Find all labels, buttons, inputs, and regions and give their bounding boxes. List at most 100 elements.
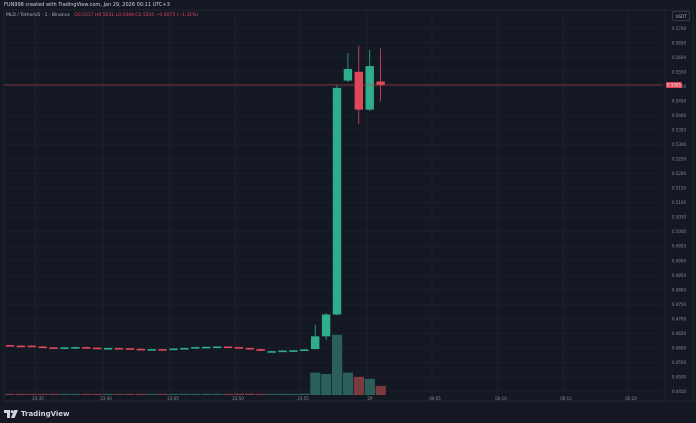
volume-bar bbox=[92, 393, 103, 395]
volume-bar bbox=[321, 374, 332, 395]
last-price-line: 0.5505 bbox=[4, 81, 682, 88]
candle-body bbox=[212, 346, 222, 349]
price-axis: 0.57000.56500.56000.55500.55000.54500.54… bbox=[672, 26, 686, 394]
price-tick-label: 0.4550 bbox=[672, 360, 686, 365]
currency-badge[interactable]: USDT bbox=[672, 11, 690, 21]
volume-bar bbox=[146, 393, 157, 395]
price-tick-label: 0.5000 bbox=[672, 229, 686, 234]
volume-bar bbox=[37, 393, 48, 395]
volume-bar bbox=[201, 393, 212, 395]
time-tick-label: 23:55 bbox=[297, 396, 309, 401]
candle-body bbox=[332, 87, 342, 315]
tradingview-logo[interactable]: TradingView bbox=[4, 408, 70, 420]
volume-bar bbox=[103, 393, 114, 395]
price-tick-label: 0.5700 bbox=[672, 26, 686, 31]
price-tick-label: 0.4950 bbox=[672, 244, 686, 249]
volume-bar bbox=[244, 393, 255, 395]
volume-bar bbox=[168, 393, 179, 395]
time-tick-label: 00:05 bbox=[429, 396, 441, 401]
candle-body bbox=[234, 347, 244, 349]
time-tick-label: 29 bbox=[367, 396, 373, 401]
volume-bar bbox=[124, 393, 136, 395]
volume-bar bbox=[255, 393, 266, 395]
volume-bar bbox=[223, 393, 234, 395]
price-tick-label: 0.5350 bbox=[672, 127, 686, 132]
price-tick-label: 0.4650 bbox=[672, 331, 686, 336]
volume-bar bbox=[288, 393, 299, 395]
candle-body bbox=[191, 347, 200, 349]
price-tick-label: 0.4850 bbox=[672, 273, 686, 278]
price-tick-label: 0.4900 bbox=[672, 258, 686, 263]
ohlc-values: O0.5517 H0.5631 L0.5448 C0.5504 −0.0073 … bbox=[74, 13, 199, 18]
volume-bar bbox=[233, 393, 245, 395]
tradingview-logo-text: TradingView bbox=[21, 410, 70, 418]
time-tick-label: 23:45 bbox=[167, 396, 179, 401]
volume-bar bbox=[332, 334, 343, 395]
candle-body bbox=[169, 348, 178, 351]
volume-bar bbox=[135, 393, 146, 395]
price-tick-label: 0.5650 bbox=[672, 40, 686, 45]
price-tick-label: 0.5300 bbox=[672, 142, 686, 147]
volume-bar bbox=[375, 385, 386, 395]
chart-attribution: FUN998 created with TradingView.com, Jan… bbox=[4, 2, 170, 8]
price-tick-label: 0.4500 bbox=[672, 375, 686, 380]
candle-body bbox=[223, 346, 233, 349]
candle-body bbox=[38, 346, 47, 349]
volume-bar bbox=[212, 393, 223, 395]
volume-bar bbox=[5, 393, 16, 395]
candle-body bbox=[180, 347, 189, 350]
candle-body bbox=[114, 347, 124, 350]
price-tick-label: 0.5050 bbox=[672, 215, 686, 220]
volume-bar bbox=[277, 393, 288, 395]
candle-body bbox=[289, 350, 298, 352]
volume-bar bbox=[157, 393, 168, 395]
candle-body bbox=[245, 347, 254, 350]
price-tick-label: 0.4450 bbox=[672, 389, 686, 394]
candle-body bbox=[60, 347, 69, 349]
last-price-badge bbox=[666, 81, 682, 88]
volume-bar bbox=[15, 393, 27, 395]
volume-bar bbox=[70, 393, 81, 395]
volume-bar bbox=[364, 378, 375, 395]
candle-body bbox=[267, 351, 276, 353]
candle-body bbox=[16, 345, 26, 348]
price-tick-label: 0.5600 bbox=[672, 55, 686, 60]
price-tick-label: 0.5250 bbox=[672, 157, 686, 162]
time-tick-label: 23:35 bbox=[32, 396, 44, 401]
price-tick-label: 0.4750 bbox=[672, 302, 686, 307]
volume-bar bbox=[310, 372, 321, 395]
volume-bar bbox=[48, 393, 59, 395]
volume-bar bbox=[190, 393, 201, 395]
time-tick-label: 23:40 bbox=[100, 396, 112, 401]
price-tick-label: 0.5150 bbox=[672, 186, 686, 191]
candle-body bbox=[300, 349, 309, 352]
candle-body bbox=[278, 350, 287, 353]
time-tick-label: 00:20 bbox=[625, 396, 637, 401]
price-tick-label: 0.5200 bbox=[672, 171, 686, 176]
volume-bar bbox=[81, 393, 92, 395]
symbol-name[interactable]: MLD / TetherUS · 1 · Binance bbox=[6, 13, 70, 18]
volume-bar bbox=[353, 376, 364, 395]
volume-bar bbox=[26, 393, 37, 395]
candle-body bbox=[365, 66, 374, 110]
price-tick-label: 0.5400 bbox=[672, 113, 686, 118]
candle-body bbox=[71, 347, 80, 349]
time-tick-label: 23:50 bbox=[232, 396, 244, 401]
price-tick-label: 0.4800 bbox=[672, 287, 686, 292]
last-price-label: 0.5505 bbox=[667, 82, 681, 87]
price-tick-label: 0.5550 bbox=[672, 69, 686, 74]
candle-body bbox=[147, 349, 156, 351]
volume-bar bbox=[179, 393, 190, 395]
candle-body bbox=[256, 349, 265, 351]
price-tick-label: 0.5100 bbox=[672, 200, 686, 205]
tradingview-logo-icon bbox=[4, 410, 18, 418]
candle-body bbox=[103, 347, 113, 350]
candle-body bbox=[158, 349, 167, 351]
volume-bar bbox=[342, 372, 354, 395]
volume-bar bbox=[59, 393, 70, 395]
candle-body bbox=[136, 348, 145, 351]
price-tick-label: 0.4600 bbox=[672, 345, 686, 350]
candle-body bbox=[82, 347, 91, 349]
candle-body bbox=[321, 314, 331, 337]
